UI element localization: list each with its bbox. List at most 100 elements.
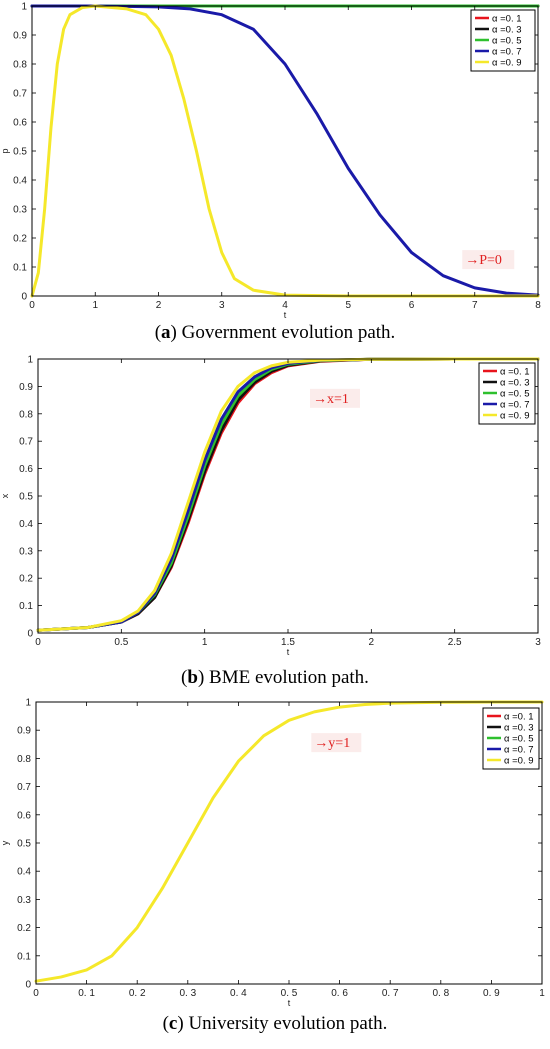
y-tick-label: 0 (21, 292, 27, 303)
chart-bme: 0 0.5 1 1.5 2 2.5 3 0 0.1 0.2 0.3 0.4 0.5 0.6 0.7 0.8 0.… (0, 355, 541, 658)
chart-university: 0 0. 1 0. 2 0. 3 0. 4 0. 5 0. 6 0. 7 0. 8 0. 9 1 0 0… (0, 698, 545, 1009)
y-tick-label: 0.7 (19, 437, 33, 448)
y-tick-label: 1 (21, 2, 27, 13)
y-tick-label: 0.9 (17, 726, 31, 737)
y-tick-label: 0.2 (13, 234, 27, 245)
x-axis-title: t (288, 998, 291, 1008)
series-line-5 (36, 357, 540, 632)
y-tick-label: 0.5 (13, 147, 27, 158)
plot-area-c (34, 700, 544, 984)
x-tick-label: 0. 1 (78, 988, 95, 999)
y-tick-label: 0.6 (13, 118, 27, 129)
legend-label: α =0. 5 (504, 733, 534, 744)
annotation: →P=0 (462, 250, 515, 270)
y-tick-label: 0.8 (17, 754, 31, 765)
legend-label: α =0. 7 (500, 399, 530, 410)
y-tick-label: 0.5 (19, 492, 33, 503)
plot-area-a (30, 4, 540, 298)
plot-background (38, 359, 538, 633)
legend-label: α =0. 5 (492, 35, 522, 46)
y-tick-label: 0.4 (13, 176, 27, 187)
legend-label: α =0. 7 (504, 744, 534, 755)
y-tick-label: 0.3 (13, 205, 27, 216)
legend: α =0. 1α =0. 3α =0. 5α =0. 7α =0. 9 (470, 9, 536, 72)
x-tick-label: 3 (535, 637, 541, 648)
y-tick-label: 0.3 (17, 895, 31, 906)
y-tick-label: 0 (25, 980, 31, 991)
x-tick-label: 2.5 (448, 637, 462, 648)
y-tick-label: 0.1 (19, 601, 33, 612)
y-tick-label: 0.7 (17, 782, 31, 793)
x-tick-label: 0. 8 (432, 988, 449, 999)
chart-government: 0 1 2 3 4 5 6 7 8 0 0.1 0.2 0.3 0.4 0.5 0.6 0.7 0.8 0.9 1 t p… (0, 2, 541, 321)
legend-label: α =0. 3 (504, 722, 534, 733)
x-tick-label: 1 (92, 300, 98, 311)
x-tick-label: 0. 9 (483, 988, 500, 999)
x-tick-label: 0. 3 (179, 988, 196, 999)
x-tick-label: 0. 2 (129, 988, 146, 999)
y-tick-label: 1 (27, 355, 33, 366)
x-tick-label: 6 (409, 300, 415, 311)
y-tick-label: 0.9 (19, 382, 33, 393)
annotation-background (462, 250, 515, 270)
x-tick-label: 0. 4 (230, 988, 247, 999)
x-tick-label: 4 (282, 300, 288, 311)
x-tick-label: 0.5 (114, 637, 128, 648)
caption-c: (c) University evolution path. (162, 1013, 388, 1034)
plot-background (36, 702, 542, 984)
y-tick-label: 0 (27, 629, 33, 640)
annotation-background (310, 388, 360, 408)
y-axis-title: p (0, 148, 10, 153)
caption-a: (a) Government evolution path. (154, 322, 396, 343)
legend: α =0. 1α =0. 3α =0. 5α =0. 7α =0. 9 (478, 362, 536, 425)
legend-label: α =0. 9 (500, 410, 530, 421)
annotation-background (311, 733, 362, 753)
series-line-4 (30, 4, 540, 297)
y-tick-label: 0.2 (17, 923, 31, 934)
y-tick-label: 1 (25, 698, 31, 709)
y-tick-label: 0.6 (17, 810, 31, 821)
caption-b: (b) BME evolution path. (181, 667, 369, 688)
x-tick-label: 8 (535, 300, 541, 311)
annotation: →x=1 (310, 388, 360, 408)
y-tick-label: 0.7 (13, 89, 27, 100)
annotation: →y=1 (311, 733, 362, 753)
legend-label: α =0. 1 (504, 711, 534, 722)
legend-label: α =0. 3 (492, 24, 522, 35)
y-tick-label: 0.3 (19, 546, 33, 557)
x-tick-label: 7 (472, 300, 478, 311)
y-tick-label: 0.6 (19, 464, 33, 475)
x-axis-title: t (284, 310, 287, 320)
y-tick-label: 0.8 (19, 409, 33, 420)
plot-background (32, 6, 538, 296)
annotation-text: →P=0 (465, 253, 502, 268)
x-tick-label: 1.5 (281, 637, 295, 648)
plot-area-b (36, 357, 540, 633)
series-line-5 (34, 700, 544, 983)
x-tick-label: 0 (33, 988, 39, 999)
legend: α =0. 1α =0. 3α =0. 5α =0. 7α =0. 9 (482, 707, 540, 770)
legend-label: α =0. 1 (500, 366, 530, 377)
legend-label: α =0. 7 (492, 46, 522, 57)
x-tick-label: 0. 6 (331, 988, 348, 999)
y-tick-label: 0.1 (17, 951, 31, 962)
x-axis-title: t (287, 647, 290, 657)
series-line-5 (30, 4, 540, 298)
y-tick-label: 0.8 (13, 60, 27, 71)
legend-label: α =0. 1 (492, 13, 522, 24)
y-tick-label: 0.1 (13, 263, 27, 274)
y-tick-label: 0.4 (19, 519, 33, 530)
y-tick-label: 0.2 (19, 574, 33, 585)
x-tick-label: 3 (219, 300, 225, 311)
y-axis-title: x (0, 493, 10, 498)
x-tick-label: 0 (35, 637, 41, 648)
x-tick-label: 0. 7 (382, 988, 399, 999)
x-tick-label: 1 (202, 637, 208, 648)
x-tick-label: 0. 5 (281, 988, 298, 999)
x-tick-label: 0 (29, 300, 35, 311)
legend-label: α =0. 3 (500, 377, 530, 388)
annotation-text: →y=1 (314, 736, 350, 751)
y-tick-label: 0.9 (13, 31, 27, 42)
y-axis-title: y (0, 840, 10, 845)
y-tick-label: 0.5 (17, 839, 31, 850)
